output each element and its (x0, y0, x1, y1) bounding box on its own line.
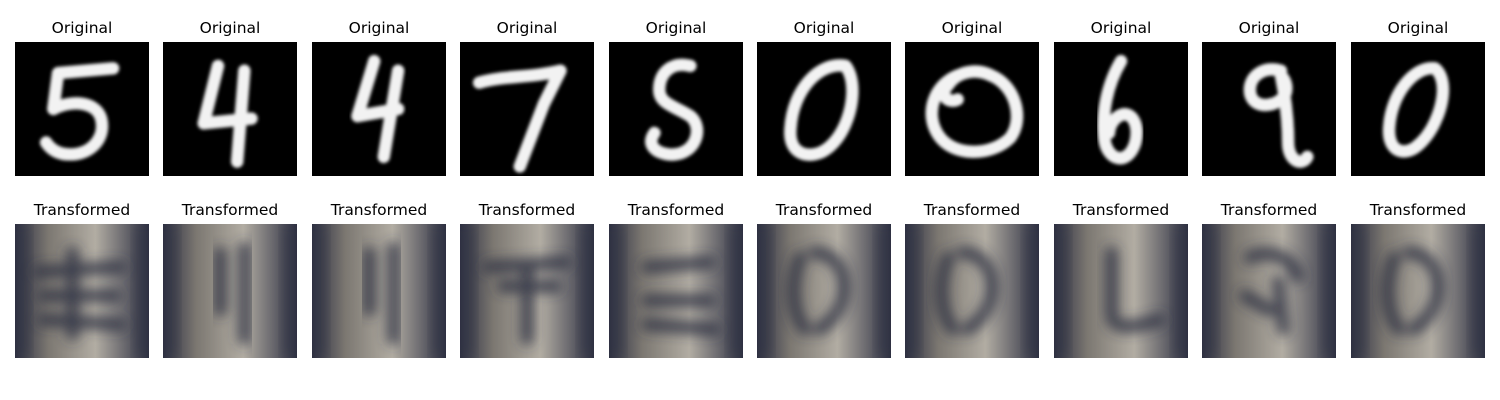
transformed-caption: Transformed (627, 201, 725, 219)
transformed-image (163, 224, 297, 358)
original-row: Original Original Original Original Original… (15, 18, 1485, 178)
blurry-digit-icon (163, 224, 297, 358)
transformed-caption: Transformed (478, 201, 576, 219)
original-image (905, 42, 1039, 176)
original-cell: Original (1202, 18, 1336, 178)
transformed-cell: Transformed (163, 200, 297, 360)
digit-0-icon (905, 42, 1039, 176)
transformed-image (15, 224, 149, 358)
blurry-digit-icon (15, 224, 149, 358)
digit-9-icon (1202, 42, 1336, 176)
digit-0-icon (757, 42, 891, 176)
digit-7-icon (460, 42, 594, 176)
original-caption: Original (348, 19, 410, 37)
digit-5-icon (15, 42, 149, 176)
original-image (1351, 42, 1485, 176)
transformed-cell: Transformed (312, 200, 446, 360)
blurry-digit-icon (460, 224, 594, 358)
original-caption: Original (1238, 19, 1300, 37)
original-caption: Original (496, 19, 558, 37)
transformed-cell: Transformed (905, 200, 1039, 360)
transformed-row: Transformed Transformed Transformed Transfo… (15, 200, 1485, 360)
original-caption: Original (941, 19, 1003, 37)
blurry-digit-icon (905, 224, 1039, 358)
blurry-digit-icon (1351, 224, 1485, 358)
original-caption: Original (793, 19, 855, 37)
digit-4-icon (163, 42, 297, 176)
original-cell: Original (757, 18, 891, 178)
transformed-image (1054, 224, 1188, 358)
blurry-digit-icon (1202, 224, 1336, 358)
transformed-caption: Transformed (33, 201, 131, 219)
original-image (1202, 42, 1336, 176)
blurry-digit-icon (757, 224, 891, 358)
digit-5-icon (609, 42, 743, 176)
original-caption: Original (1090, 19, 1152, 37)
original-image (312, 42, 446, 176)
original-cell: Original (1054, 18, 1188, 178)
transformed-caption: Transformed (923, 201, 1021, 219)
original-image (460, 42, 594, 176)
transformed-image (1202, 224, 1336, 358)
original-image (609, 42, 743, 176)
original-image (163, 42, 297, 176)
transformed-cell: Transformed (460, 200, 594, 360)
original-cell: Original (163, 18, 297, 178)
transformed-cell: Transformed (1202, 200, 1336, 360)
digit-0-icon (1351, 42, 1485, 176)
transformed-image (460, 224, 594, 358)
original-image (15, 42, 149, 176)
original-caption: Original (1387, 19, 1449, 37)
transformed-caption: Transformed (1220, 201, 1318, 219)
transformed-caption: Transformed (775, 201, 873, 219)
blurry-digit-icon (1054, 224, 1188, 358)
transformed-cell: Transformed (1351, 200, 1485, 360)
transformed-cell: Transformed (757, 200, 891, 360)
original-caption: Original (199, 19, 261, 37)
blurry-digit-icon (312, 224, 446, 358)
blurry-digit-icon (609, 224, 743, 358)
transformed-cell: Transformed (1054, 200, 1188, 360)
transformed-image (905, 224, 1039, 358)
transformed-caption: Transformed (1369, 201, 1467, 219)
transformed-caption: Transformed (181, 201, 279, 219)
digit-6-icon (1054, 42, 1188, 176)
original-cell: Original (460, 18, 594, 178)
transformed-image (1351, 224, 1485, 358)
transformed-caption: Transformed (330, 201, 428, 219)
original-image (1054, 42, 1188, 176)
transformed-caption: Transformed (1072, 201, 1170, 219)
transformed-image (312, 224, 446, 358)
original-cell: Original (1351, 18, 1485, 178)
original-cell: Original (905, 18, 1039, 178)
original-image (757, 42, 891, 176)
transformed-image (609, 224, 743, 358)
original-caption: Original (645, 19, 707, 37)
original-cell: Original (312, 18, 446, 178)
digit-4-icon (312, 42, 446, 176)
original-cell: Original (15, 18, 149, 178)
transformed-cell: Transformed (609, 200, 743, 360)
original-cell: Original (609, 18, 743, 178)
transformed-cell: Transformed (15, 200, 149, 360)
transformed-image (757, 224, 891, 358)
original-caption: Original (51, 19, 113, 37)
